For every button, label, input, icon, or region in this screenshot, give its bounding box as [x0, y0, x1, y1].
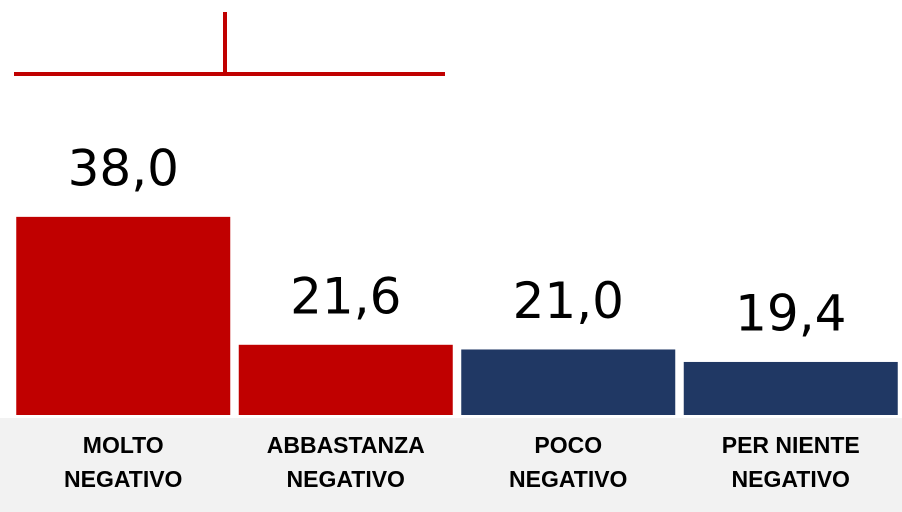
- value-label: 21,6: [290, 267, 401, 325]
- bar: [461, 349, 676, 415]
- value-label: 21,0: [513, 272, 624, 330]
- bar: [238, 344, 453, 415]
- x-tick-label: NEGATIVO: [64, 466, 182, 492]
- bar: [683, 361, 898, 415]
- x-tick-label: NEGATIVO: [287, 466, 405, 492]
- x-tick-label: POCO: [534, 432, 602, 458]
- value-label: 38,0: [68, 139, 179, 197]
- x-tick-label: NEGATIVO: [732, 466, 850, 492]
- bar: [16, 216, 231, 415]
- x-tick-label: MOLTO: [83, 432, 164, 458]
- value-label: 19,4: [735, 284, 846, 342]
- x-tick-label: ABBASTANZA: [267, 432, 425, 458]
- x-tick-label: PER NIENTE: [722, 432, 860, 458]
- label-band: [0, 418, 902, 512]
- x-tick-label: NEGATIVO: [509, 466, 627, 492]
